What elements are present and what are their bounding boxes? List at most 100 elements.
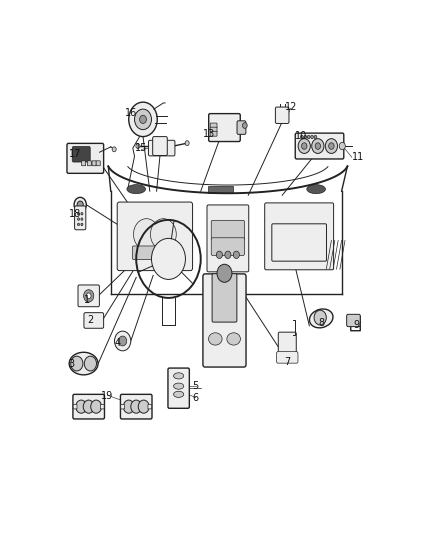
- FancyBboxPatch shape: [210, 123, 217, 128]
- FancyBboxPatch shape: [96, 161, 100, 166]
- Circle shape: [76, 400, 87, 413]
- Circle shape: [233, 251, 240, 259]
- Text: 16: 16: [125, 108, 137, 118]
- Circle shape: [78, 213, 80, 215]
- FancyBboxPatch shape: [81, 161, 86, 166]
- Text: 2: 2: [87, 316, 94, 326]
- FancyBboxPatch shape: [210, 127, 217, 132]
- FancyBboxPatch shape: [203, 274, 246, 367]
- FancyBboxPatch shape: [212, 273, 237, 322]
- FancyBboxPatch shape: [120, 394, 152, 419]
- Circle shape: [311, 135, 314, 139]
- Text: 15: 15: [135, 143, 148, 153]
- FancyBboxPatch shape: [148, 140, 175, 156]
- FancyBboxPatch shape: [210, 131, 217, 136]
- Text: 11: 11: [353, 152, 365, 162]
- Circle shape: [134, 219, 159, 250]
- Circle shape: [312, 139, 324, 154]
- Circle shape: [216, 251, 223, 259]
- Text: 3: 3: [69, 359, 75, 368]
- Ellipse shape: [307, 184, 325, 193]
- Circle shape: [131, 400, 141, 413]
- Circle shape: [225, 251, 231, 259]
- Text: 12: 12: [284, 102, 297, 112]
- Circle shape: [71, 356, 83, 371]
- Text: 4: 4: [114, 338, 120, 348]
- Circle shape: [81, 213, 83, 215]
- Text: 19: 19: [101, 391, 113, 401]
- Ellipse shape: [309, 309, 333, 328]
- FancyBboxPatch shape: [237, 121, 246, 134]
- Ellipse shape: [173, 391, 184, 398]
- Text: 10: 10: [295, 131, 307, 141]
- Circle shape: [307, 135, 310, 139]
- FancyBboxPatch shape: [346, 314, 360, 327]
- Circle shape: [314, 135, 317, 139]
- Circle shape: [78, 218, 80, 220]
- Circle shape: [124, 400, 134, 413]
- Circle shape: [74, 197, 86, 212]
- Circle shape: [138, 400, 149, 413]
- Circle shape: [134, 109, 152, 130]
- Bar: [208, 186, 233, 193]
- Circle shape: [185, 141, 189, 146]
- Circle shape: [83, 400, 94, 413]
- FancyBboxPatch shape: [265, 203, 334, 270]
- Text: 13: 13: [203, 129, 215, 139]
- Circle shape: [328, 143, 334, 149]
- FancyBboxPatch shape: [117, 202, 193, 271]
- Circle shape: [81, 218, 83, 220]
- Ellipse shape: [173, 383, 184, 389]
- Circle shape: [86, 293, 91, 298]
- Circle shape: [314, 310, 326, 325]
- FancyBboxPatch shape: [132, 246, 160, 260]
- Text: 6: 6: [193, 393, 199, 403]
- FancyBboxPatch shape: [207, 205, 249, 272]
- FancyBboxPatch shape: [211, 238, 244, 255]
- FancyBboxPatch shape: [74, 206, 86, 230]
- Text: 1: 1: [84, 295, 90, 305]
- Circle shape: [217, 264, 232, 282]
- Circle shape: [140, 115, 146, 124]
- FancyBboxPatch shape: [153, 136, 167, 156]
- Ellipse shape: [173, 373, 184, 379]
- Circle shape: [81, 223, 83, 225]
- Ellipse shape: [69, 352, 98, 375]
- Circle shape: [298, 139, 311, 154]
- Circle shape: [315, 143, 321, 149]
- Circle shape: [152, 238, 185, 279]
- FancyBboxPatch shape: [276, 352, 298, 363]
- Circle shape: [91, 400, 102, 413]
- Circle shape: [112, 147, 116, 152]
- FancyBboxPatch shape: [278, 332, 296, 362]
- FancyBboxPatch shape: [276, 107, 289, 124]
- Ellipse shape: [127, 184, 145, 193]
- Circle shape: [129, 102, 157, 136]
- Circle shape: [84, 356, 96, 371]
- Circle shape: [339, 142, 345, 150]
- Circle shape: [114, 331, 131, 351]
- FancyBboxPatch shape: [272, 224, 326, 261]
- Circle shape: [151, 219, 176, 250]
- Text: 5: 5: [192, 381, 199, 391]
- Text: 9: 9: [354, 320, 360, 329]
- FancyBboxPatch shape: [92, 161, 96, 166]
- FancyBboxPatch shape: [208, 114, 240, 142]
- FancyBboxPatch shape: [72, 147, 90, 162]
- FancyBboxPatch shape: [148, 405, 152, 409]
- FancyBboxPatch shape: [78, 285, 99, 306]
- FancyBboxPatch shape: [84, 313, 104, 328]
- Circle shape: [304, 135, 307, 139]
- FancyBboxPatch shape: [73, 405, 77, 409]
- FancyBboxPatch shape: [295, 133, 344, 159]
- Ellipse shape: [208, 333, 222, 345]
- Circle shape: [119, 336, 127, 346]
- FancyBboxPatch shape: [121, 405, 124, 409]
- FancyBboxPatch shape: [87, 161, 92, 166]
- Text: 8: 8: [318, 318, 324, 327]
- Text: 18: 18: [69, 209, 81, 219]
- Circle shape: [301, 143, 307, 149]
- Circle shape: [300, 135, 303, 139]
- FancyBboxPatch shape: [100, 405, 104, 409]
- FancyBboxPatch shape: [67, 143, 104, 173]
